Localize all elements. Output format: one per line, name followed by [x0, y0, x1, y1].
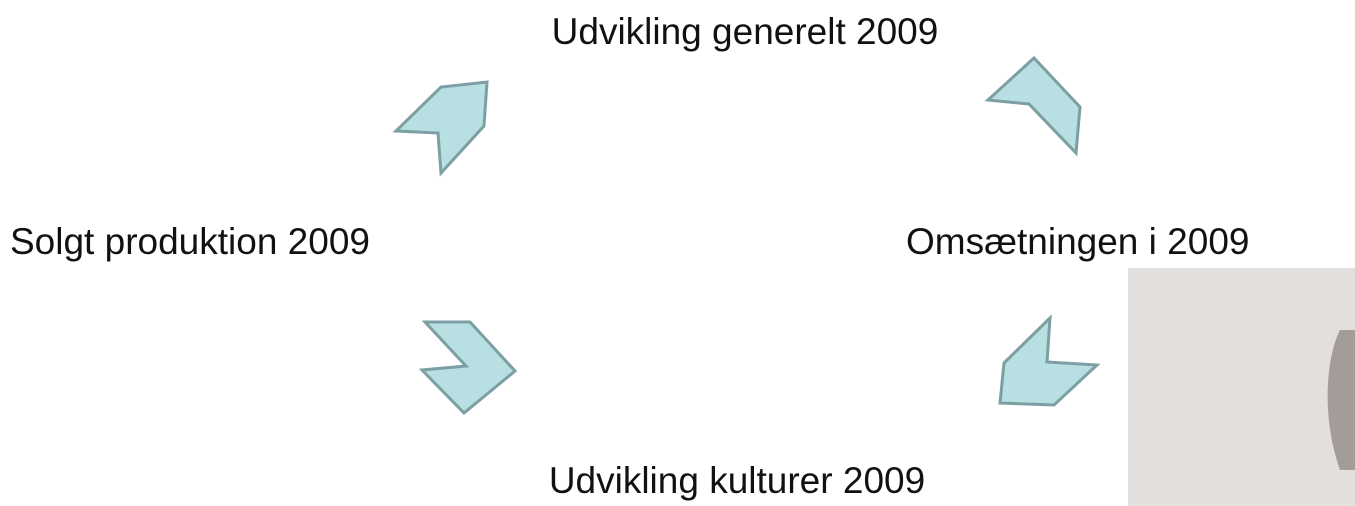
arrow-top-right	[988, 58, 1080, 153]
node-label: Udvikling generelt 2009	[552, 11, 939, 52]
arrow-top-left	[396, 82, 487, 173]
node-label: Omsætningen i 2009	[906, 221, 1249, 262]
cycle-diagram: Udvikling generelt 2009 Omsætningen i 20…	[0, 0, 1355, 506]
arrow-bottom-left	[422, 322, 515, 413]
arrow-bottom-right	[1000, 318, 1097, 405]
node-label: Udvikling kulturer 2009	[549, 460, 925, 501]
node-label: Solgt produktion 2009	[10, 221, 370, 262]
background-photo	[1128, 268, 1355, 506]
